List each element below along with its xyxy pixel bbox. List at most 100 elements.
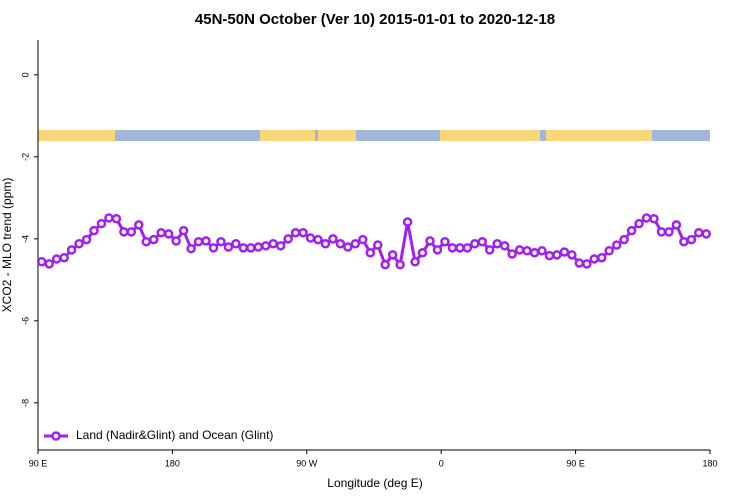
data-point (507, 249, 517, 259)
data-point (313, 234, 323, 245)
data-point (298, 227, 308, 238)
x-tick-label: 180 (165, 458, 180, 468)
data-point (477, 236, 488, 247)
y-tick-label: -4 (20, 235, 30, 243)
data-point (178, 225, 189, 236)
data-point (514, 245, 525, 255)
data-point (66, 245, 77, 255)
data-point (582, 259, 592, 269)
data-point (96, 218, 107, 229)
data-point (335, 239, 346, 249)
data-point (499, 241, 510, 251)
data-point (111, 214, 122, 224)
data-point (134, 220, 144, 230)
x-tick-label: 180 (702, 458, 717, 468)
data-point (148, 234, 159, 245)
x-tick-label: 90 E (566, 458, 585, 468)
land-ocean-strip (38, 130, 710, 141)
data-point (440, 236, 450, 247)
data-point (186, 243, 196, 254)
data-point (529, 248, 540, 258)
data-point (126, 227, 137, 237)
data-point (275, 241, 286, 251)
data-point (171, 236, 181, 246)
data-point (417, 248, 428, 258)
data-point (626, 225, 637, 236)
y-tick-label: -2 (20, 153, 30, 161)
data-point (694, 227, 704, 238)
data-point (163, 229, 174, 239)
data-point (44, 259, 54, 269)
y-tick-label: -6 (20, 317, 30, 325)
x-tick-label: 0 (439, 458, 444, 468)
data-point (596, 252, 607, 263)
data-point (201, 236, 211, 246)
data-point (59, 252, 69, 263)
data-point (246, 243, 256, 253)
x-tick-label: 90 E (29, 458, 48, 468)
data-point (432, 245, 443, 255)
data-point (290, 227, 301, 238)
data-point (193, 236, 204, 247)
data-point (387, 250, 398, 260)
legend-marker (51, 431, 61, 441)
data-point (522, 245, 532, 256)
data-point (604, 245, 614, 256)
data-point (51, 254, 62, 264)
data-point (619, 234, 629, 245)
data-point (260, 241, 271, 251)
y-tick-label: 0 (20, 72, 30, 77)
y-tick-label: -8 (20, 399, 30, 407)
data-point (641, 213, 652, 223)
data-point (268, 239, 278, 249)
data-point (567, 250, 577, 260)
data-point (484, 245, 495, 255)
data-point (119, 227, 129, 237)
data-point (634, 218, 644, 229)
data-point (470, 239, 480, 249)
data-point (410, 257, 420, 267)
data-point (671, 220, 682, 230)
data-point (74, 239, 84, 249)
data-point (552, 250, 562, 260)
data-point (425, 236, 435, 246)
data-point (544, 250, 555, 261)
data-point (36, 257, 47, 267)
data-point (492, 239, 502, 249)
y-axis-label: XCO2 - MLO trend (ppm) (0, 178, 14, 313)
data-point (320, 239, 331, 249)
data-point (238, 243, 249, 253)
data-point (462, 243, 473, 253)
data-point (559, 247, 570, 257)
data-point (455, 243, 465, 253)
x-axis-label: Longitude (deg E) (327, 476, 422, 490)
data-point (343, 242, 353, 252)
chart-title: 45N-50N October (Ver 10) 2015-01-01 to 2… (195, 11, 555, 28)
data-point (656, 227, 667, 237)
data-point (283, 234, 293, 244)
data-point (574, 258, 585, 268)
data-point (216, 236, 226, 247)
data-point (679, 236, 689, 247)
data-point (589, 254, 600, 264)
data-point (253, 242, 264, 252)
data-point (328, 234, 338, 244)
x-tick-label: 90 W (296, 458, 318, 468)
data-point (664, 227, 674, 237)
data-point (141, 236, 152, 247)
data-point (231, 239, 241, 249)
data-point (402, 217, 413, 227)
data-point (89, 225, 99, 236)
data-point (447, 243, 458, 253)
data-point (380, 259, 390, 270)
data-point (649, 214, 659, 224)
data-point (686, 234, 697, 245)
data-point (395, 259, 405, 270)
data-point (104, 213, 114, 223)
data-point (537, 245, 547, 256)
legend-label: Land (Nadir&Glint) and Ocean (Glint) (76, 428, 273, 442)
data-point (358, 234, 368, 245)
data-point (223, 242, 234, 252)
data-point (208, 243, 219, 253)
